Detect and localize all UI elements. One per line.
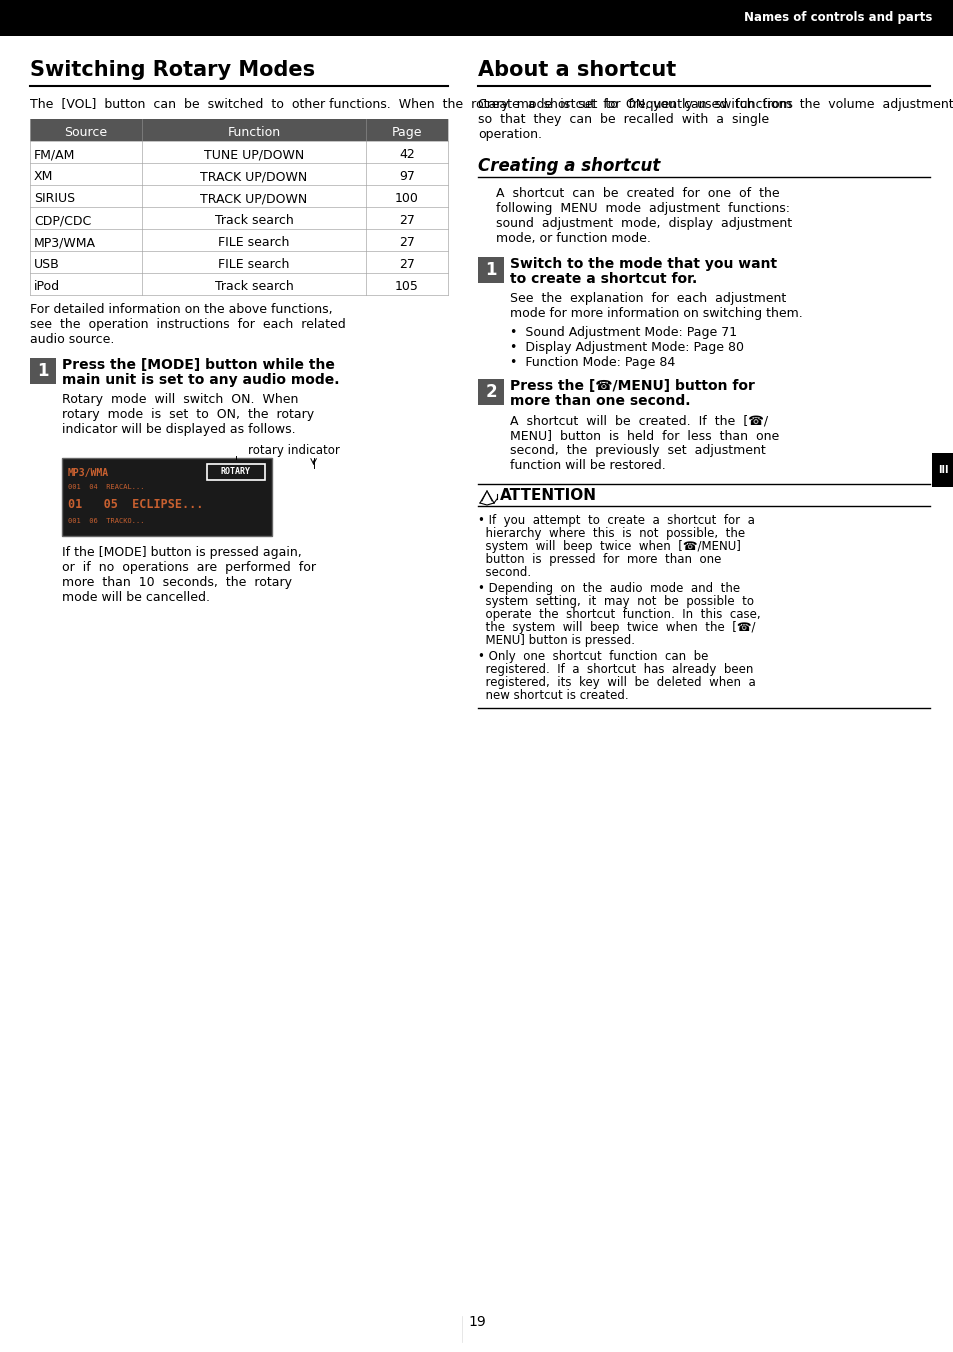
Text: mode will be cancelled.: mode will be cancelled.: [62, 591, 210, 604]
Text: second,  the  previously  set  adjustment: second, the previously set adjustment: [510, 443, 765, 457]
Text: III: III: [937, 465, 947, 475]
Text: second.: second.: [477, 566, 531, 579]
Text: TRACK UP/DOWN: TRACK UP/DOWN: [200, 170, 307, 183]
Text: indicator will be displayed as follows.: indicator will be displayed as follows.: [62, 423, 295, 435]
Text: operation.: operation.: [477, 128, 541, 141]
Text: audio source.: audio source.: [30, 333, 114, 346]
Text: 01   05  ECLIPSE...: 01 05 ECLIPSE...: [68, 498, 203, 511]
Text: iPod: iPod: [34, 280, 60, 293]
Text: See  the  explanation  for  each  adjustment: See the explanation for each adjustment: [510, 292, 785, 306]
Bar: [477, 257, 503, 283]
Text: Track search: Track search: [214, 214, 294, 227]
Text: mode for more information on switching them.: mode for more information on switching t…: [510, 307, 801, 320]
Text: following  MENU  mode  adjustment  functions:: following MENU mode adjustment functions…: [496, 201, 789, 215]
Text: Track search: Track search: [214, 280, 294, 293]
Text: to create a shortcut for.: to create a shortcut for.: [510, 272, 697, 287]
Text: more than one second.: more than one second.: [510, 393, 690, 408]
Text: Switch to the mode that you want: Switch to the mode that you want: [510, 257, 777, 270]
Text: registered,  its  key  will  be  deleted  when  a: registered, its key will be deleted when…: [477, 676, 755, 690]
Text: 100: 100: [395, 192, 418, 206]
Text: ATTENTION: ATTENTION: [499, 488, 597, 503]
Text: •  Sound Adjustment Mode: Page 71: • Sound Adjustment Mode: Page 71: [510, 326, 737, 339]
Text: new shortcut is created.: new shortcut is created.: [477, 690, 628, 702]
Text: more  than  10  seconds,  the  rotary: more than 10 seconds, the rotary: [62, 576, 292, 589]
Text: Press the [☎/MENU] button for: Press the [☎/MENU] button for: [510, 379, 754, 393]
Bar: [30, 358, 56, 384]
Text: MP3/WMA: MP3/WMA: [68, 468, 109, 479]
Text: Page: Page: [392, 126, 422, 139]
Text: XM: XM: [34, 170, 53, 183]
Text: MP3/WMA: MP3/WMA: [34, 237, 96, 249]
Text: • If  you  attempt  to  create  a  shortcut  for  a: • If you attempt to create a shortcut fo…: [477, 514, 754, 527]
Text: see  the  operation  instructions  for  each  related: see the operation instructions for each …: [30, 318, 345, 331]
Text: Creating a shortcut: Creating a shortcut: [477, 157, 659, 174]
Text: TUNE UP/DOWN: TUNE UP/DOWN: [204, 147, 304, 161]
Text: mode, or function mode.: mode, or function mode.: [496, 233, 650, 245]
Text: or  if  no  operations  are  performed  for: or if no operations are performed for: [62, 561, 315, 575]
Text: 001  06  TRACKO...: 001 06 TRACKO...: [68, 518, 144, 525]
Text: 2: 2: [485, 383, 497, 402]
Text: CDP/CDC: CDP/CDC: [34, 214, 91, 227]
Text: hierarchy  where  this  is  not  possible,  the: hierarchy where this is not possible, th…: [477, 527, 744, 539]
Text: 001  04  REACAL...: 001 04 REACAL...: [68, 484, 144, 489]
Text: USB: USB: [34, 258, 60, 270]
Bar: [477, 379, 503, 406]
Bar: [62, 458, 272, 535]
Text: MENU]  button  is  held  for  less  than  one: MENU] button is held for less than one: [510, 429, 779, 442]
Text: ROTARY: ROTARY: [221, 468, 251, 476]
Text: • Depending  on  the  audio  mode  and  the: • Depending on the audio mode and the: [477, 581, 740, 595]
Text: 19: 19: [468, 1315, 485, 1329]
Text: TRACK UP/DOWN: TRACK UP/DOWN: [200, 192, 307, 206]
Text: MENU] button is pressed.: MENU] button is pressed.: [477, 634, 635, 648]
Text: 1: 1: [37, 362, 49, 380]
Text: 1: 1: [485, 261, 497, 279]
Text: Press the [MODE] button while the: Press the [MODE] button while the: [62, 358, 335, 372]
Text: registered.  If  a  shortcut  has  already  been: registered. If a shortcut has already be…: [477, 662, 753, 676]
Text: Source: Source: [65, 126, 108, 139]
Text: system  setting,  it  may  not  be  possible  to: system setting, it may not be possible t…: [477, 595, 753, 608]
Bar: [0, 0, 953, 37]
Text: 42: 42: [398, 147, 415, 161]
Text: For detailed information on the above functions,: For detailed information on the above fu…: [30, 303, 333, 316]
Text: the  system  will  beep  twice  when  the  [☎/: the system will beep twice when the [☎/: [477, 621, 755, 634]
Text: so  that  they  can  be  recalled  with  a  single: so that they can be recalled with a sing…: [477, 114, 768, 126]
Bar: [30, 119, 448, 141]
Text: If the [MODE] button is pressed again,: If the [MODE] button is pressed again,: [62, 546, 301, 558]
Text: 97: 97: [398, 170, 415, 183]
Text: sound  adjustment  mode,  display  adjustment: sound adjustment mode, display adjustmen…: [496, 218, 791, 230]
Text: button  is  pressed  for  more  than  one: button is pressed for more than one: [477, 553, 720, 566]
Text: FM/AM: FM/AM: [34, 147, 75, 161]
Text: • Only  one  shortcut  function  can  be: • Only one shortcut function can be: [477, 650, 708, 662]
Text: system  will  beep  twice  when  [☎/MENU]: system will beep twice when [☎/MENU]: [477, 539, 740, 553]
Text: main unit is set to any audio mode.: main unit is set to any audio mode.: [62, 373, 339, 387]
Text: The  [VOL]  button  can  be  switched  to  other functions.  When  the  rotary  : The [VOL] button can be switched to othe…: [30, 97, 953, 111]
Text: rotary  mode  is  set  to  ON,  the  rotary: rotary mode is set to ON, the rotary: [62, 408, 314, 420]
Text: 27: 27: [398, 237, 415, 249]
Text: Create  a  shortcut  for  frequently-used  functions: Create a shortcut for frequently-used fu…: [477, 97, 792, 111]
Text: About a shortcut: About a shortcut: [477, 59, 676, 80]
Text: 27: 27: [398, 214, 415, 227]
Text: rotary indicator: rotary indicator: [248, 443, 339, 457]
Text: A  shortcut  will  be  created.  If  the  [☎/: A shortcut will be created. If the [☎/: [510, 414, 767, 427]
Text: 27: 27: [398, 258, 415, 270]
Text: A  shortcut  can  be  created  for  one  of  the: A shortcut can be created for one of the: [496, 187, 779, 200]
Text: Function: Function: [227, 126, 280, 139]
Text: Names of controls and parts: Names of controls and parts: [742, 12, 931, 24]
Text: •  Display Adjustment Mode: Page 80: • Display Adjustment Mode: Page 80: [510, 341, 743, 354]
Text: Switching Rotary Modes: Switching Rotary Modes: [30, 59, 314, 80]
Text: SIRIUS: SIRIUS: [34, 192, 75, 206]
Text: function will be restored.: function will be restored.: [510, 458, 665, 472]
Text: •  Function Mode: Page 84: • Function Mode: Page 84: [510, 356, 675, 369]
Text: operate  the  shortcut  function.  In  this  case,: operate the shortcut function. In this c…: [477, 608, 760, 621]
Bar: [931, 453, 953, 487]
Text: FILE search: FILE search: [218, 258, 290, 270]
Bar: [207, 464, 265, 480]
Text: 105: 105: [395, 280, 418, 293]
Text: FILE search: FILE search: [218, 237, 290, 249]
Text: Rotary  mode  will  switch  ON.  When: Rotary mode will switch ON. When: [62, 393, 298, 406]
